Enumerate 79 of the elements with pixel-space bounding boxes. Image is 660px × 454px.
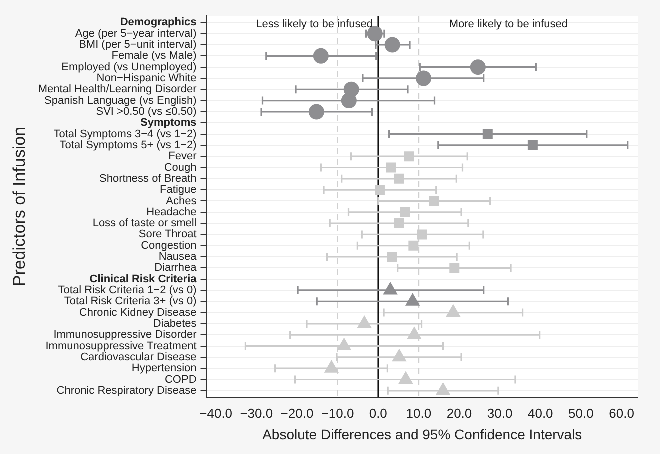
- x-tick-label: −20.0: [280, 406, 314, 421]
- point: [308, 104, 324, 120]
- annotation: More likely to be infused: [449, 18, 568, 31]
- y-tick-label: Non−Hispanic White: [96, 72, 197, 85]
- y-tick-label: Demographics: [120, 16, 197, 29]
- y-tick-label: Headache: [146, 206, 197, 218]
- y-tick-label: Age (per 5−year interval): [75, 28, 197, 40]
- point: [482, 129, 493, 140]
- annotation: Less likely to be infused: [256, 18, 373, 31]
- y-tick-label: Female (vs Male): [112, 50, 197, 62]
- y-tick-label: Sore Throat: [138, 228, 197, 241]
- point: [406, 294, 420, 306]
- y-tick-label: Mental Health/Learning Disorder: [38, 84, 198, 96]
- point: [399, 372, 413, 384]
- point: [386, 162, 396, 173]
- y-tick-label: Immunosuppressive Treatment: [46, 340, 197, 352]
- y-axis-title: Predictors of Infusion: [10, 126, 29, 287]
- point: [394, 218, 404, 229]
- y-tick-label: Diarrhea: [154, 262, 198, 274]
- y-tick-label: Cardiovascular Disease: [80, 351, 197, 364]
- x-tick-label: 10.0: [406, 406, 432, 421]
- point: [313, 48, 329, 64]
- point: [384, 37, 400, 53]
- point: [324, 360, 339, 373]
- point: [394, 174, 404, 184]
- y-tick-label: Spanish Language (vs English): [44, 94, 197, 107]
- point: [367, 26, 383, 42]
- y-tick-label: Congestion: [141, 240, 197, 252]
- x-tick-label: −10.0: [321, 406, 354, 421]
- point: [374, 185, 385, 196]
- y-tick-label: Shortness of Breath: [100, 172, 197, 185]
- y-tick-label: Hypertension: [132, 362, 197, 375]
- x-tick-label: 20.0: [446, 406, 472, 421]
- point: [416, 70, 432, 86]
- x-tick-label: 60.0: [609, 406, 634, 421]
- point: [384, 282, 398, 295]
- y-tick-label: Clinical Risk Criteria: [90, 273, 198, 286]
- point: [400, 207, 410, 218]
- y-tick-label: Nausea: [158, 251, 198, 264]
- x-axis-title: Absolute Differences and 95% Confidence Intervals: [262, 426, 582, 442]
- x-tick-label: 0.0: [369, 406, 388, 421]
- point: [446, 305, 460, 318]
- x-tick-label: −30.0: [240, 406, 274, 421]
- point: [387, 252, 398, 262]
- point: [341, 93, 357, 109]
- y-tick-label: Fatigue: [160, 184, 197, 196]
- point: [408, 327, 422, 340]
- point: [358, 316, 372, 328]
- y-tick-label: Symptoms: [140, 117, 197, 130]
- y-tick-label: Total Risk Criteria 3+ (vs 0): [64, 296, 197, 308]
- x-tick-label: 50.0: [568, 406, 594, 421]
- point: [528, 140, 538, 150]
- point: [450, 263, 460, 274]
- y-tick-label: Immunosuppressive Disorder: [54, 329, 198, 342]
- x-tick-label: −40.0: [200, 406, 233, 421]
- y-tick-label: Aches: [166, 195, 198, 208]
- y-tick-label: Loss of taste or smell: [92, 218, 197, 230]
- x-tick-label: 40.0: [528, 406, 554, 421]
- point: [436, 383, 450, 396]
- point: [417, 230, 428, 240]
- y-tick-label: COPD: [164, 374, 197, 386]
- point: [470, 60, 486, 76]
- point: [404, 152, 414, 162]
- y-tick-label: SVI >0.50 (vs ≤0.50): [96, 106, 197, 118]
- y-tick-label: Diabetes: [153, 318, 198, 330]
- y-tick-label: Cough: [164, 162, 197, 174]
- point: [408, 240, 419, 251]
- y-tick-label: Employed (vs Unemployed): [62, 61, 197, 74]
- y-tick-label: Chronic Respiratory Disease: [56, 384, 197, 397]
- y-tick-label: Total Symptoms 3−4 (vs 1−2): [54, 128, 197, 140]
- y-tick-label: Total Symptoms 5+ (vs 1−2): [60, 139, 197, 152]
- y-tick-label: Chronic Kidney Disease: [79, 306, 197, 319]
- point: [429, 196, 440, 206]
- x-tick-label: 30.0: [487, 406, 513, 421]
- y-tick-label: Total Risk Criteria 1−2 (vs 0): [58, 284, 197, 297]
- point: [392, 350, 406, 362]
- y-tick-label: Fever: [168, 150, 198, 163]
- point: [337, 338, 352, 351]
- y-tick-label: BMI (per 5−unit interval): [79, 39, 197, 52]
